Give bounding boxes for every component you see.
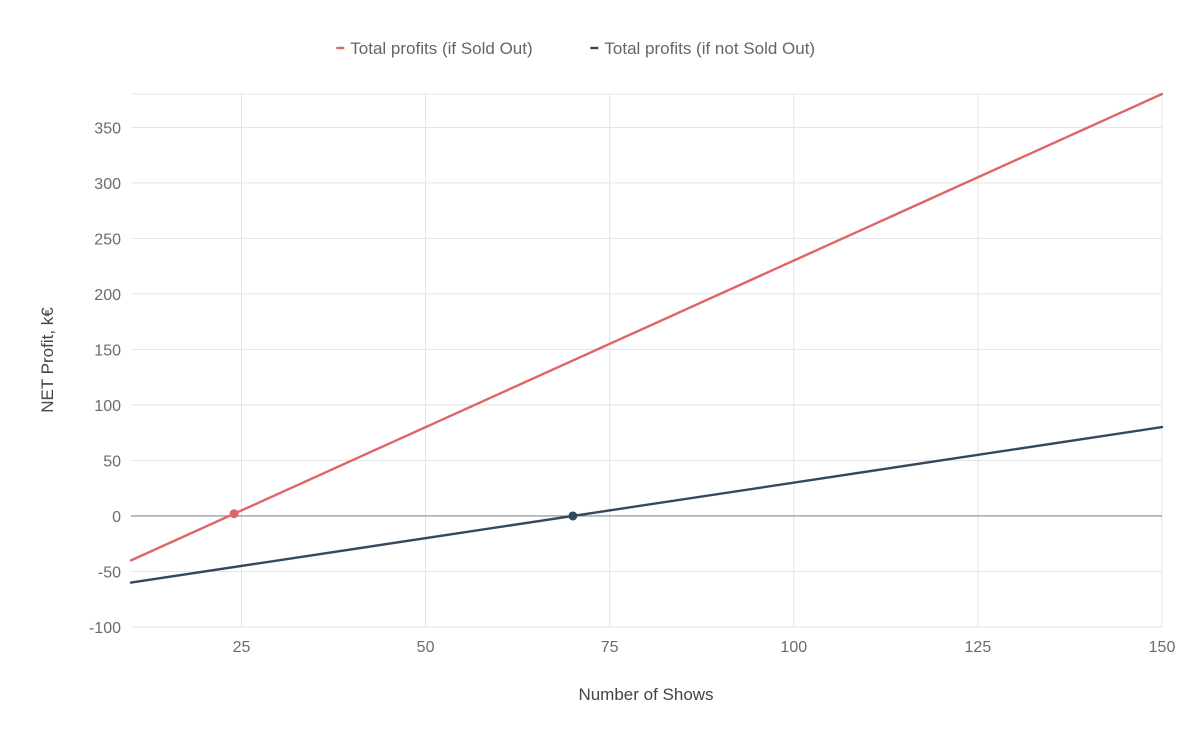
marker-layer — [229, 509, 578, 521]
y-tick-label: 0 — [112, 509, 121, 526]
y-tick-label: 200 — [94, 287, 121, 304]
series-line-2 — [129, 425, 1164, 584]
x-axis-title: Number of Shows — [578, 685, 713, 704]
x-tick-label: 100 — [780, 639, 807, 656]
grid — [131, 93, 1163, 628]
legend-item-2: Total profits (if not Sold Out) — [590, 39, 815, 58]
y-tick-label: 300 — [94, 176, 121, 193]
y-tick-labels: -100 -50 0 50 100 150 200 250 300 350 — [89, 120, 121, 637]
y-tick-label: 100 — [94, 398, 121, 415]
legend-label-1: Total profits (if Sold Out) — [350, 39, 532, 58]
y-tick-label: 250 — [94, 231, 121, 248]
x-tick-label: 150 — [1149, 639, 1176, 656]
y-axis-title: NET Profit, k€ — [38, 307, 57, 413]
series-marker-1 — [229, 509, 239, 519]
y-tick-label: -50 — [98, 564, 121, 581]
legend-label-2: Total profits (if not Sold Out) — [604, 39, 815, 58]
y-tick-label: 150 — [94, 342, 121, 359]
x-tick-label: 125 — [965, 639, 992, 656]
x-tick-labels: 25 50 75 100 125 150 — [233, 639, 1176, 656]
legend-item-1: Total profits (if Sold Out) — [336, 39, 533, 58]
y-tick-label: 350 — [94, 120, 121, 137]
y-tick-label: 50 — [103, 453, 121, 470]
x-tick-label: 50 — [417, 639, 435, 656]
legend: Total profits (if Sold Out) Total profits… — [336, 39, 815, 58]
series-line-1 — [129, 92, 1164, 562]
x-tick-label: 75 — [601, 639, 619, 656]
series-layer — [129, 92, 1164, 584]
y-tick-label: -100 — [89, 620, 121, 637]
x-tick-label: 25 — [233, 639, 251, 656]
series-marker-2 — [568, 511, 578, 521]
